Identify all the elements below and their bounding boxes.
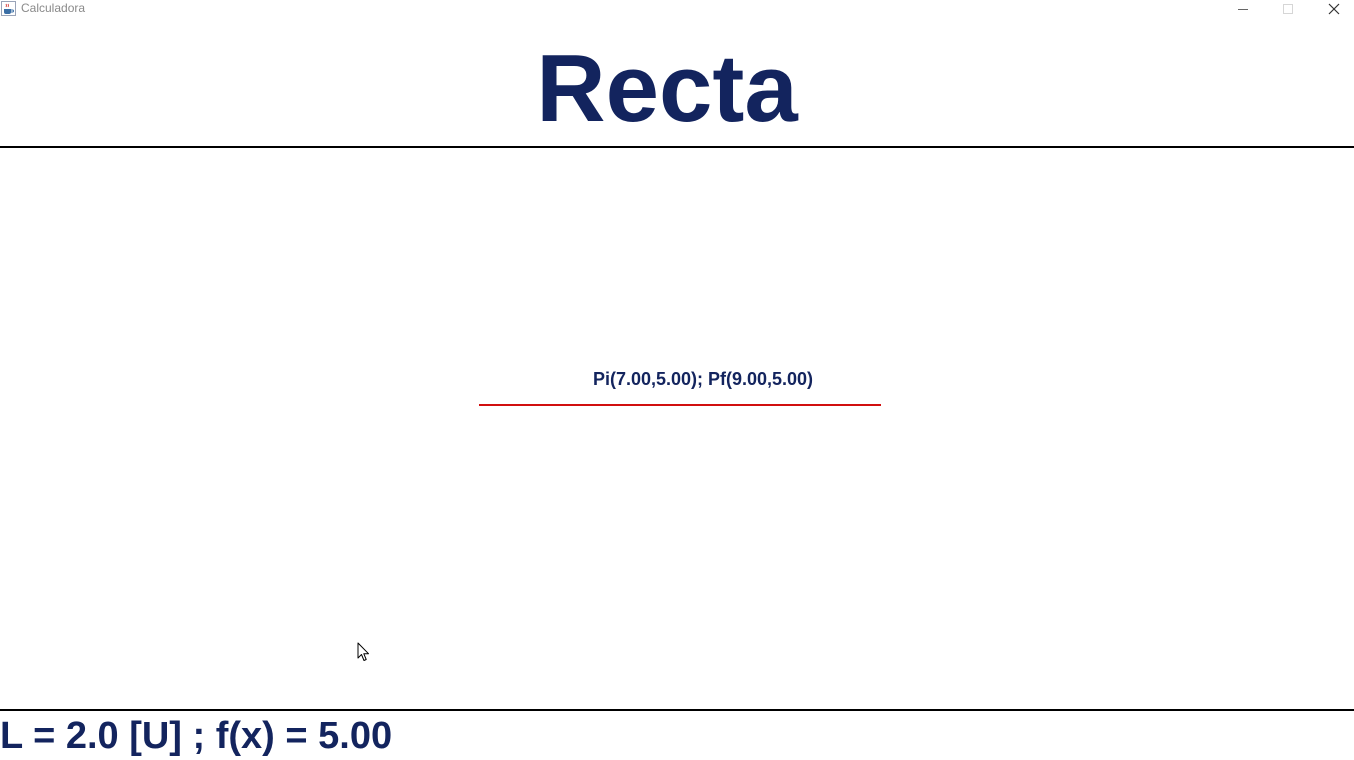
mouse-cursor-icon bbox=[357, 642, 369, 661]
maximize-icon bbox=[1283, 4, 1293, 14]
page-title: Recta bbox=[536, 35, 798, 142]
segment-points-label: Pi(7.00,5.00); Pf(9.00,5.00) bbox=[592, 369, 814, 389]
maximize-button[interactable] bbox=[1266, 0, 1310, 18]
title-bar[interactable]: Calculadora bbox=[0, 0, 1354, 18]
window-title: Calculadora bbox=[21, 1, 86, 15]
java-coffee-cup-icon[interactable] bbox=[1, 1, 16, 16]
minimize-button[interactable] bbox=[1221, 0, 1265, 18]
line-segment bbox=[479, 404, 881, 406]
header-divider bbox=[0, 146, 1354, 148]
drawing-canvas[interactable]: Pi(7.00,5.00); Pf(9.00,5.00) bbox=[0, 148, 1354, 709]
result-readout: L = 2.0 [U] ; f(x) = 5.00 bbox=[0, 715, 393, 757]
minimize-icon bbox=[1238, 9, 1248, 10]
footer-divider bbox=[0, 709, 1354, 711]
close-button[interactable] bbox=[1312, 0, 1354, 18]
close-icon bbox=[1328, 3, 1340, 15]
